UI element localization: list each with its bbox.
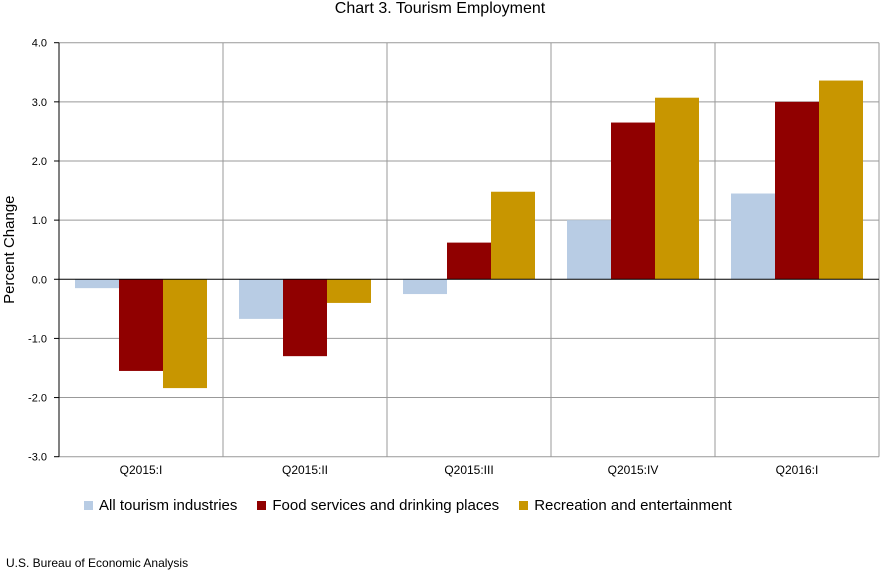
legend-swatch (519, 501, 529, 510)
x-tick-label: Q2016:I (776, 463, 819, 477)
bar (655, 97, 699, 280)
bar (163, 279, 207, 389)
y-tick-label: 1.0 (32, 215, 47, 227)
y-tick-label: -2.0 (28, 393, 47, 405)
y-axis-label: Percent Change (1, 195, 18, 303)
legend-item: All tourism industries (84, 497, 237, 514)
legend-swatch (257, 501, 267, 510)
x-tick-label: Q2015:I (120, 463, 163, 477)
legend-label: Food services and drinking places (272, 497, 500, 514)
legend-label: All tourism industries (99, 497, 238, 514)
legend-swatch (84, 501, 93, 510)
x-tick-label: Q2015:III (444, 463, 493, 477)
bar (75, 279, 119, 289)
y-tick-label: 0.0 (32, 274, 47, 286)
bar (775, 101, 819, 280)
bar (327, 279, 371, 303)
x-tick-label: Q2015:IV (608, 463, 659, 477)
y-tick-label: -3.0 (28, 452, 47, 464)
chart-title: Chart 3. Tourism Employment (334, 0, 546, 17)
legend: All tourism industries Food services and … (84, 497, 752, 514)
legend-label: Recreation and entertainment (534, 497, 732, 514)
bar (731, 193, 775, 280)
bar (239, 279, 283, 319)
y-tick-label: 2.0 (32, 156, 47, 168)
bar (567, 220, 611, 280)
legend-item: Food services and drinking places (257, 497, 499, 514)
bar (403, 279, 447, 295)
bar (611, 122, 655, 280)
bar (283, 279, 327, 357)
bar (119, 279, 163, 371)
bar (819, 80, 863, 280)
source-note: U.S. Bureau of Economic Analysis (6, 556, 189, 570)
y-tick-label: 4.0 (32, 38, 47, 50)
legend-item: Recreation and entertainment (519, 497, 732, 514)
bar (447, 242, 491, 280)
y-tick-label: 3.0 (32, 97, 47, 109)
y-tick-label: -1.0 (28, 333, 47, 345)
x-tick-label: Q2015:II (282, 463, 328, 477)
bar (491, 191, 535, 280)
